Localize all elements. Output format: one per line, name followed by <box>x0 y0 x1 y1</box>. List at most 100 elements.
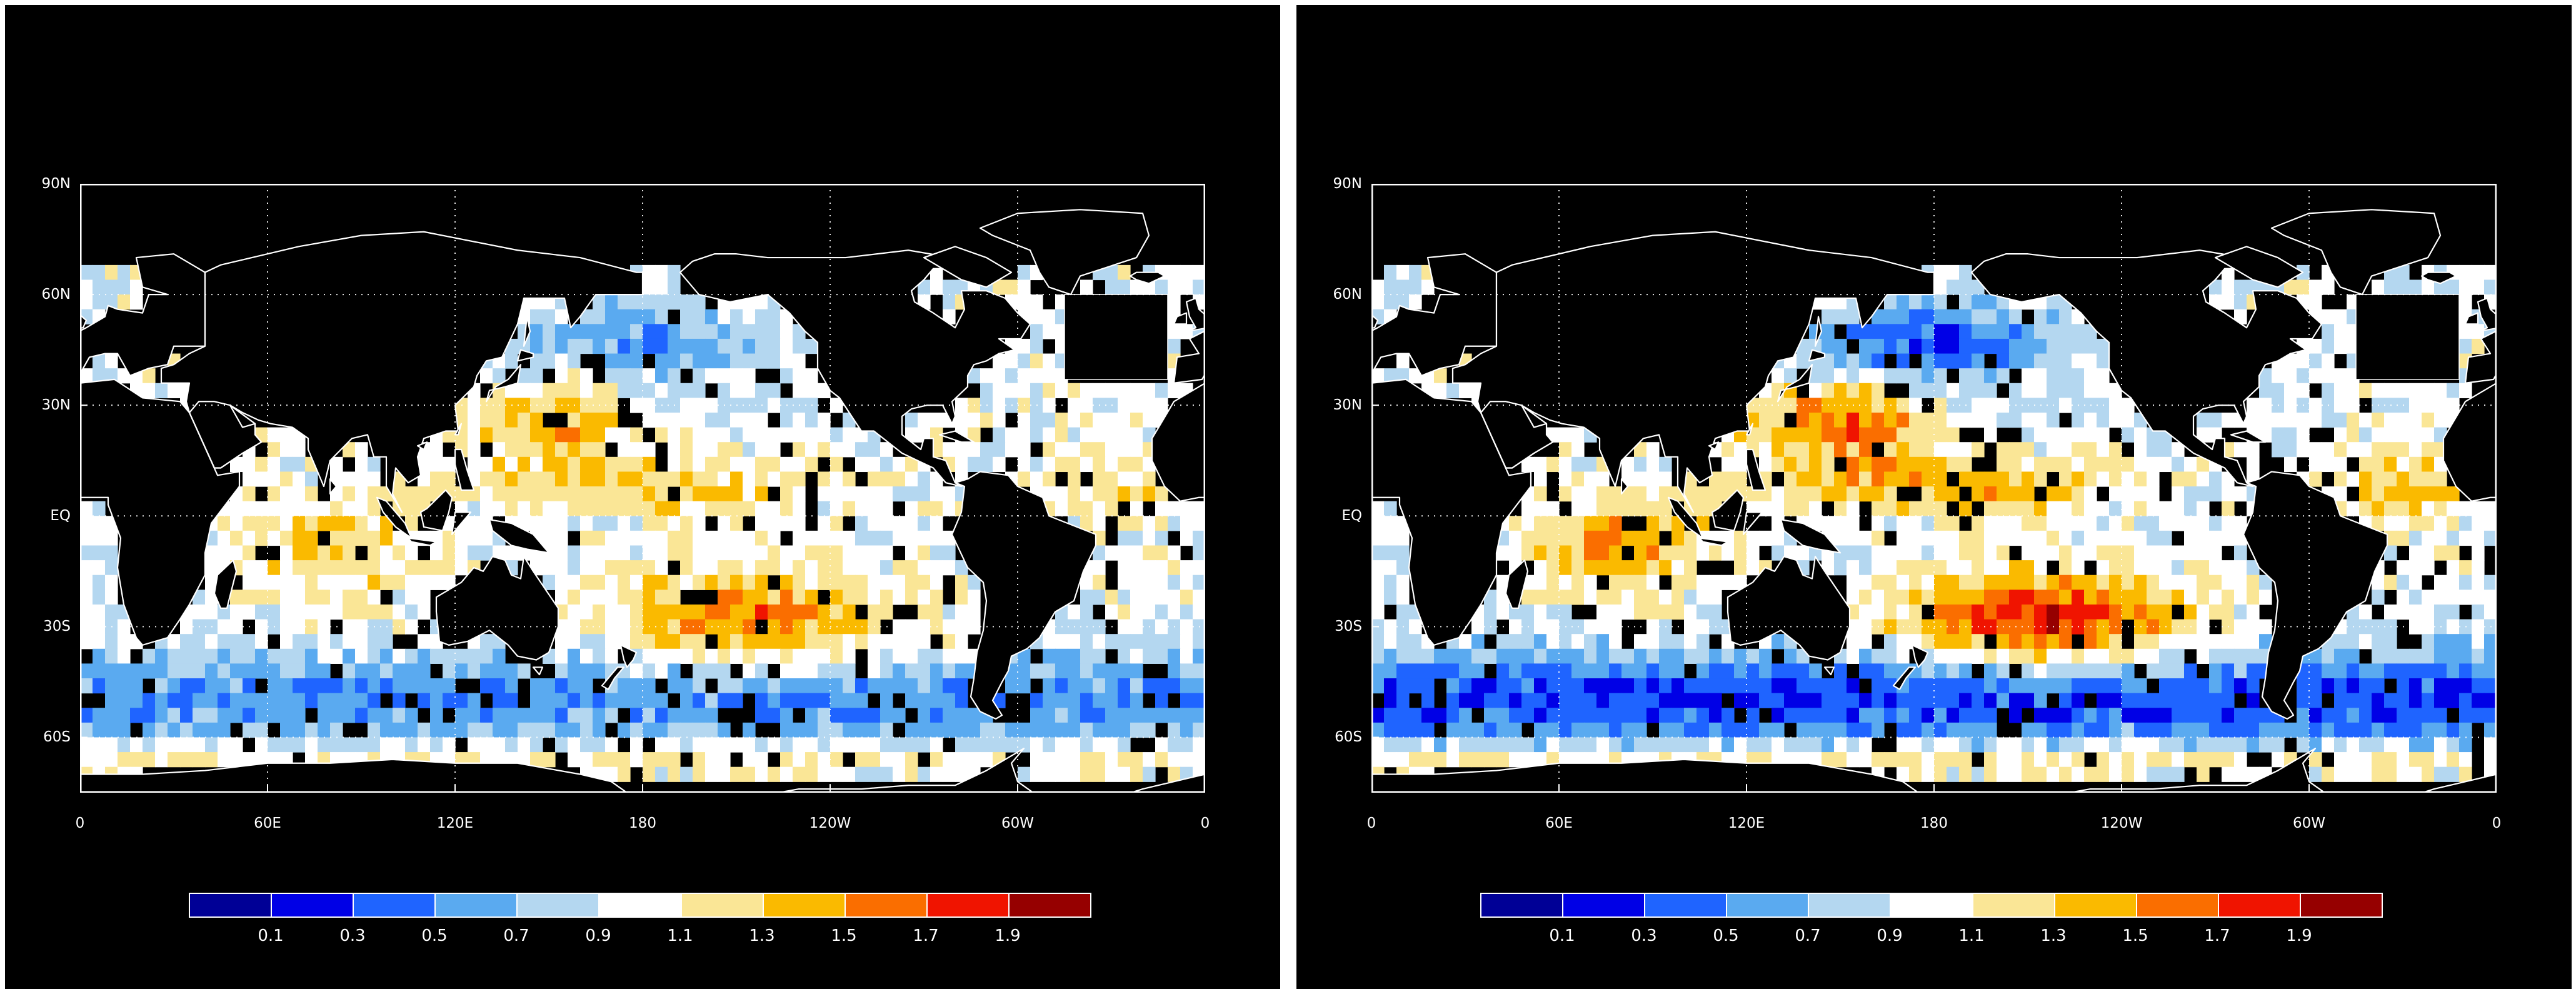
field-cell <box>2447 516 2460 531</box>
field-cell <box>993 442 1006 458</box>
field-cell <box>230 604 243 620</box>
field-cell <box>1584 530 1597 546</box>
field-cell <box>1872 412 1885 428</box>
field-cell <box>1884 338 1897 354</box>
field-cell <box>2059 708 2072 723</box>
field-cell <box>1546 678 1560 694</box>
field-cell <box>1471 752 1485 768</box>
field-cell <box>1534 516 1547 531</box>
field-cell <box>443 678 456 694</box>
field-cell <box>1984 737 1997 753</box>
field-cell <box>1534 501 1547 516</box>
map-svg <box>80 184 1205 793</box>
field-cell <box>105 264 118 281</box>
field-cell <box>1634 471 1647 487</box>
field-cell <box>693 604 706 620</box>
field-cell <box>2084 501 2097 516</box>
field-cell <box>1947 427 1960 443</box>
colorbar-swatch <box>518 894 600 916</box>
field-cell <box>1671 545 1685 561</box>
field-cell <box>930 590 943 605</box>
field-cell <box>955 648 968 664</box>
field-cell <box>1571 648 1585 664</box>
field-cell <box>2084 471 2097 487</box>
field-cell <box>1922 678 1935 694</box>
field-cell <box>630 338 643 354</box>
field-cell <box>1396 575 1410 590</box>
field-cell <box>1897 575 1910 590</box>
field-cell <box>868 663 881 679</box>
field-cell <box>1997 501 2010 516</box>
field-cell <box>768 530 781 546</box>
field-cell <box>830 545 843 561</box>
field-cell <box>930 737 943 753</box>
field-cell <box>143 693 156 708</box>
field-cell <box>1872 663 1885 679</box>
field-cell <box>2347 383 2360 398</box>
field-cell <box>343 442 356 458</box>
field-cell <box>493 722 506 738</box>
field-cell <box>405 663 418 679</box>
field-cell <box>580 427 593 443</box>
field-cell <box>218 737 231 753</box>
field-cell <box>530 678 543 694</box>
field-cell <box>1055 766 1068 782</box>
field-cell <box>1143 648 1156 664</box>
field-cell <box>1571 708 1585 723</box>
field-cell <box>630 427 643 443</box>
field-cell <box>655 604 668 620</box>
field-cell <box>818 604 831 620</box>
field-cell <box>1984 471 1997 487</box>
field-cell <box>1130 279 1143 295</box>
field-cell <box>505 708 518 723</box>
field-cell <box>1872 708 1885 723</box>
field-cell <box>2247 634 2260 650</box>
field-cell <box>1559 442 1572 458</box>
field-cell <box>1055 501 1068 516</box>
field-cell <box>343 737 356 753</box>
field-cell <box>655 471 668 487</box>
field-cell <box>1093 634 1106 650</box>
field-cell <box>880 604 893 620</box>
field-cell <box>2422 648 2435 664</box>
field-cell <box>1155 279 1168 295</box>
field-cell <box>968 412 981 428</box>
field-cell <box>2234 663 2247 679</box>
field-cell <box>1118 383 1131 398</box>
colorbar-swatch <box>2137 894 2219 916</box>
field-cell <box>1646 678 1660 694</box>
field-cell <box>618 309 631 324</box>
field-cell <box>905 648 918 664</box>
field-cell <box>1446 678 1460 694</box>
field-cell <box>2297 383 2310 398</box>
field-cell <box>1959 766 1972 782</box>
field-cell <box>1909 737 1922 753</box>
field-cell <box>905 737 918 753</box>
field-cell <box>2272 722 2285 738</box>
field-cell <box>543 353 556 369</box>
field-cell <box>255 708 268 723</box>
field-cell <box>1759 737 1772 753</box>
field-cell <box>655 722 668 738</box>
field-cell <box>830 722 843 738</box>
field-cell <box>255 590 268 605</box>
field-cell <box>630 368 643 384</box>
field-cell <box>580 471 593 487</box>
field-cell <box>1143 545 1156 561</box>
field-cell <box>1521 678 1535 694</box>
field-cell <box>730 560 743 576</box>
field-cell <box>1934 501 1947 516</box>
field-cell <box>1709 486 1722 502</box>
field-cell <box>1068 412 1081 428</box>
field-cell <box>2147 456 2160 473</box>
coastline-europe <box>2464 330 2497 384</box>
field-cell <box>268 486 281 502</box>
field-cell <box>530 427 543 443</box>
field-cell <box>1105 663 1118 679</box>
field-cell <box>1018 264 1031 281</box>
field-cell <box>180 663 193 679</box>
field-cell <box>105 575 118 590</box>
field-cell <box>805 575 818 590</box>
field-cell <box>1130 708 1143 723</box>
field-cell <box>243 516 256 531</box>
